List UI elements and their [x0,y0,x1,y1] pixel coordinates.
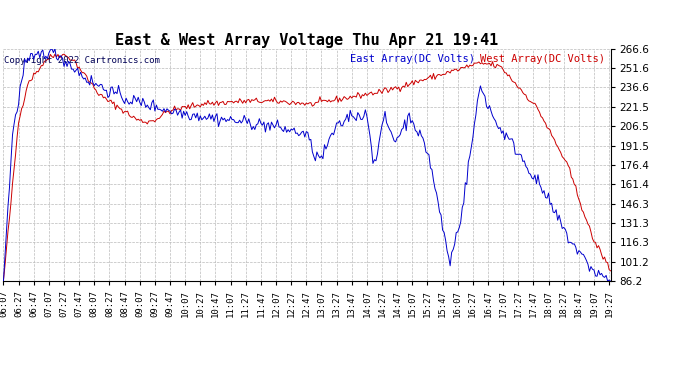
Legend: East Array(DC Volts), West Array(DC Volts): East Array(DC Volts), West Array(DC Volt… [351,54,605,64]
Text: Copyright 2022 Cartronics.com: Copyright 2022 Cartronics.com [4,56,160,65]
Title: East & West Array Voltage Thu Apr 21 19:41: East & West Array Voltage Thu Apr 21 19:… [115,33,499,48]
